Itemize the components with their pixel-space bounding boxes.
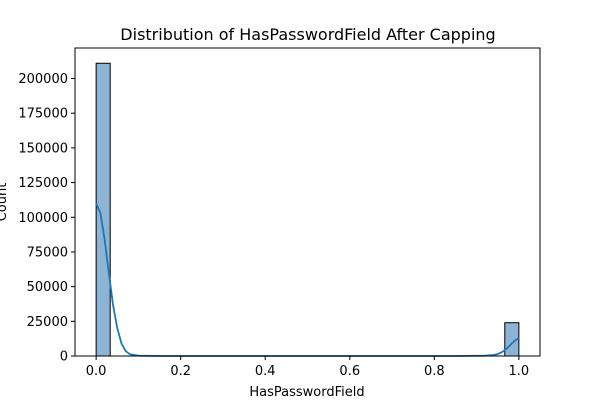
y-tick-label: 25000: [27, 315, 68, 330]
y-tick-label: 150000: [18, 141, 68, 156]
y-tick-label: 100000: [18, 211, 68, 226]
y-axis-ticks: 0 25000 50000 75000 100000 125000 150000 175000…: [18, 72, 75, 365]
y-tick-label: 50000: [27, 280, 68, 295]
x-tick-label: 0.6: [339, 364, 360, 379]
x-tick-label: 1.0: [509, 364, 530, 379]
y-tick-label: 125000: [18, 176, 68, 191]
bars-group: [95, 62, 520, 357]
chart-title: Distribution of HasPasswordField After C…: [120, 25, 495, 44]
x-axis-label: HasPasswordField: [249, 385, 364, 400]
plot-frame: [74, 47, 541, 357]
kde-group: [95, 203, 520, 357]
y-axis-label: Count: [0, 183, 10, 222]
kde-line: [95, 203, 520, 357]
y-tick-label: 175000: [18, 107, 68, 122]
y-tick-label: 75000: [27, 245, 68, 260]
x-tick-label: 0.8: [424, 364, 445, 379]
y-tick-label: 200000: [18, 72, 68, 87]
y-tick-label: 0: [60, 350, 68, 365]
x-tick-label: 0.2: [170, 364, 191, 379]
x-tick-label: 0.0: [86, 364, 107, 379]
x-tick-label: 0.4: [255, 364, 276, 379]
x-axis-ticks: 0.0 0.2 0.4 0.6 0.8 1.0: [86, 356, 529, 379]
